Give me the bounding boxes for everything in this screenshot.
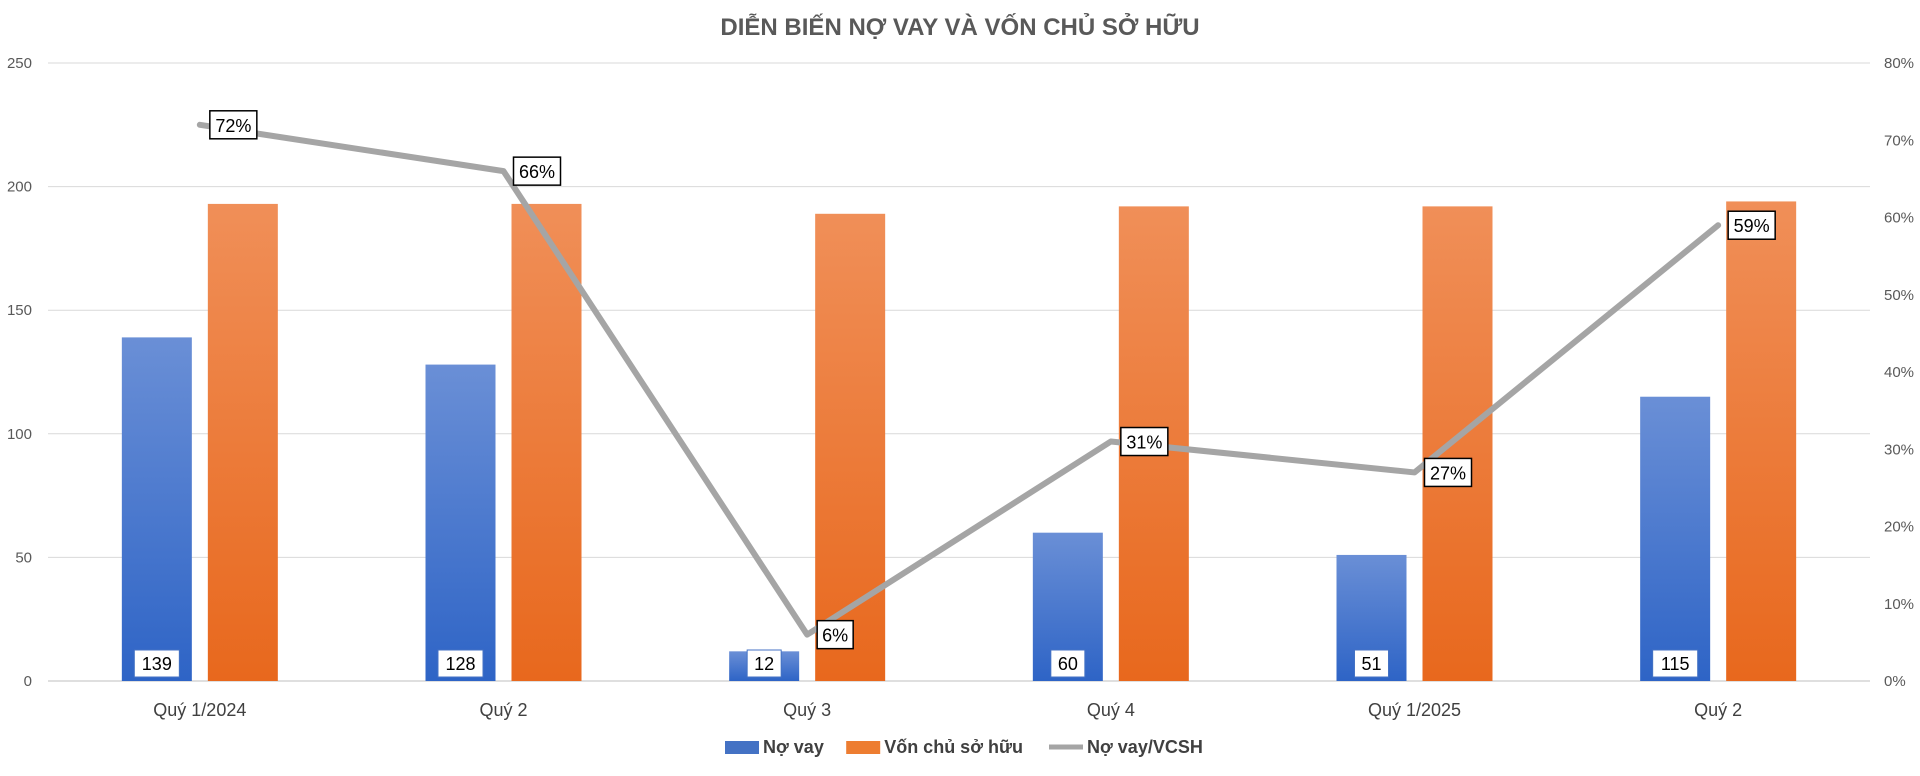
ratio-line <box>196 121 1722 638</box>
left-tick-label: 50 <box>15 549 32 566</box>
right-tick-label: 30% <box>1884 441 1914 458</box>
ratio-data-label: 59% <box>1734 216 1770 236</box>
ratio-data-label: 72% <box>215 116 251 136</box>
left-axis: 0 50 100 150 200 250 <box>7 55 32 690</box>
debt-label-box <box>133 649 180 678</box>
legend-label: Vốn chủ sở hữu <box>884 737 1023 757</box>
right-tick-label: 0% <box>1884 673 1906 690</box>
category-label: Quý 4 <box>1087 700 1135 720</box>
debt-data-label: 60 <box>1058 654 1078 674</box>
debt-data-label: 139 <box>142 654 172 674</box>
category-label: Quý 3 <box>783 700 831 720</box>
ratio-data-label: 6% <box>822 626 848 646</box>
chart-title: DIỄN BIẾN NỢ VAY VÀ VỐN CHỦ SỞ HỮU <box>720 12 1199 41</box>
left-tick-label: 0 <box>24 673 32 690</box>
debt-data-label: 115 <box>1661 654 1690 674</box>
debt-label-box <box>1652 649 1699 678</box>
debt-label-box <box>1354 649 1389 678</box>
bar-von-chu-so-huu <box>815 213 886 682</box>
right-tick-label: 40% <box>1884 364 1914 381</box>
debt-label-box <box>437 649 484 678</box>
left-tick-label: 100 <box>7 426 32 443</box>
debt-label-box <box>746 649 782 678</box>
ratio-line-path <box>196 121 1722 638</box>
legend-swatch <box>725 741 759 754</box>
ratio-label-box <box>816 619 854 650</box>
legend-label: Nợ vay/VCSH <box>1087 737 1203 757</box>
debt-data-label: 12 <box>754 654 774 674</box>
ratio-data-label: 31% <box>1126 433 1162 453</box>
debt-label-box <box>1050 649 1086 678</box>
right-tick-label: 50% <box>1884 287 1914 304</box>
legend-label: Nợ vay <box>763 737 824 757</box>
left-tick-label: 150 <box>7 302 32 319</box>
bar-no-vay <box>121 337 192 681</box>
ratio-data-label: 66% <box>519 162 555 182</box>
right-tick-label: 10% <box>1884 596 1914 613</box>
category-label: Quý 1/2024 <box>153 700 246 720</box>
debt-data-label: 128 <box>445 654 475 674</box>
right-tick-label: 80% <box>1884 55 1914 72</box>
ratio-label-box <box>1423 457 1473 488</box>
bar-von-chu-so-huu <box>207 203 278 682</box>
legend: Nợ vay Vốn chủ sở hữu Nợ vay/VCSH <box>725 737 1203 757</box>
data-labels: 139 128 12 60 51 115 72% 66% 6% 31% 27% 59% <box>133 110 1776 678</box>
bar-no-vay <box>1640 396 1711 681</box>
right-tick-label: 20% <box>1884 519 1914 536</box>
category-axis: Quý 1/2024 Quý 2 Quý 3 Quý 4 Quý 1/2025 Quý 2 <box>153 700 1742 720</box>
bar-no-vay <box>425 364 496 681</box>
debt-data-label: 51 <box>1361 654 1381 674</box>
right-tick-label: 70% <box>1884 132 1914 149</box>
left-tick-label: 200 <box>7 179 32 196</box>
category-label: Quý 2 <box>479 700 527 720</box>
left-tick-label: 250 <box>7 55 32 72</box>
ratio-label-box <box>209 110 258 140</box>
ratio-label-box <box>1120 426 1169 457</box>
ratio-label-box <box>512 156 562 186</box>
bar-von-chu-so-huu <box>511 203 582 682</box>
bar-von-chu-so-huu <box>1726 201 1797 681</box>
ratio-data-label: 27% <box>1430 463 1466 483</box>
gridlines <box>48 62 1870 682</box>
category-label: Quý 1/2025 <box>1368 700 1461 720</box>
bars <box>121 201 1797 682</box>
ratio-label-box <box>1727 210 1776 240</box>
right-tick-label: 60% <box>1884 210 1914 227</box>
bar-von-chu-so-huu <box>1422 206 1493 681</box>
right-axis: 0% 10% 20% 30% 40% 50% 60% 70% 80% <box>1884 55 1914 690</box>
legend-swatch <box>846 741 881 754</box>
category-label: Quý 2 <box>1694 700 1742 720</box>
